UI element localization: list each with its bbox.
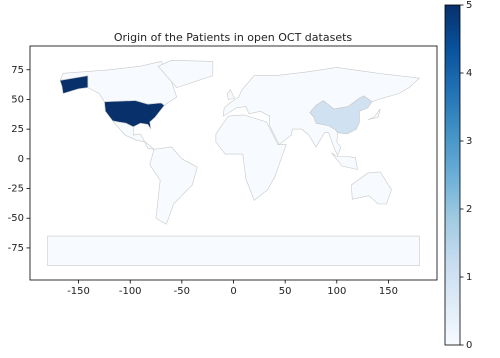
- colorbar-tick-label: 4: [466, 68, 472, 79]
- colorbar-tick-label: 3: [466, 136, 472, 147]
- x-tick-label: -150: [67, 286, 90, 297]
- colorbar-tick-label: 5: [466, 0, 472, 11]
- region: [367, 108, 381, 120]
- region: [350, 171, 392, 205]
- y-tick-label: 0: [18, 154, 24, 165]
- region: [309, 95, 373, 135]
- x-tick-label: 50: [279, 286, 292, 297]
- region: [47, 235, 420, 267]
- chart-title: Origin of the Patients in open OCT datas…: [114, 31, 353, 44]
- y-tick-label: 25: [11, 124, 24, 135]
- x-tick-label: 0: [230, 286, 236, 297]
- region: [149, 146, 198, 225]
- y-tick-label: -50: [8, 213, 24, 224]
- colorbar-tick-label: 2: [466, 204, 472, 215]
- y-tick-label: 75: [11, 65, 24, 76]
- region: [59, 75, 89, 94]
- region: [215, 114, 287, 201]
- y-tick-label: -75: [8, 243, 24, 254]
- x-tick-label: -50: [174, 286, 190, 297]
- region: [157, 59, 214, 88]
- colorbar: [444, 4, 461, 346]
- region: [226, 89, 235, 100]
- x-tick-label: 100: [327, 286, 346, 297]
- x-tick-label: -100: [119, 286, 142, 297]
- region: [331, 152, 358, 170]
- colorbar-tick-label: 1: [466, 272, 472, 283]
- region: [104, 100, 165, 130]
- y-tick-label: 50: [11, 94, 24, 105]
- x-tick-label: 150: [379, 286, 398, 297]
- y-tick-label: -25: [8, 184, 24, 195]
- colorbar-tick-label: 0: [466, 340, 472, 351]
